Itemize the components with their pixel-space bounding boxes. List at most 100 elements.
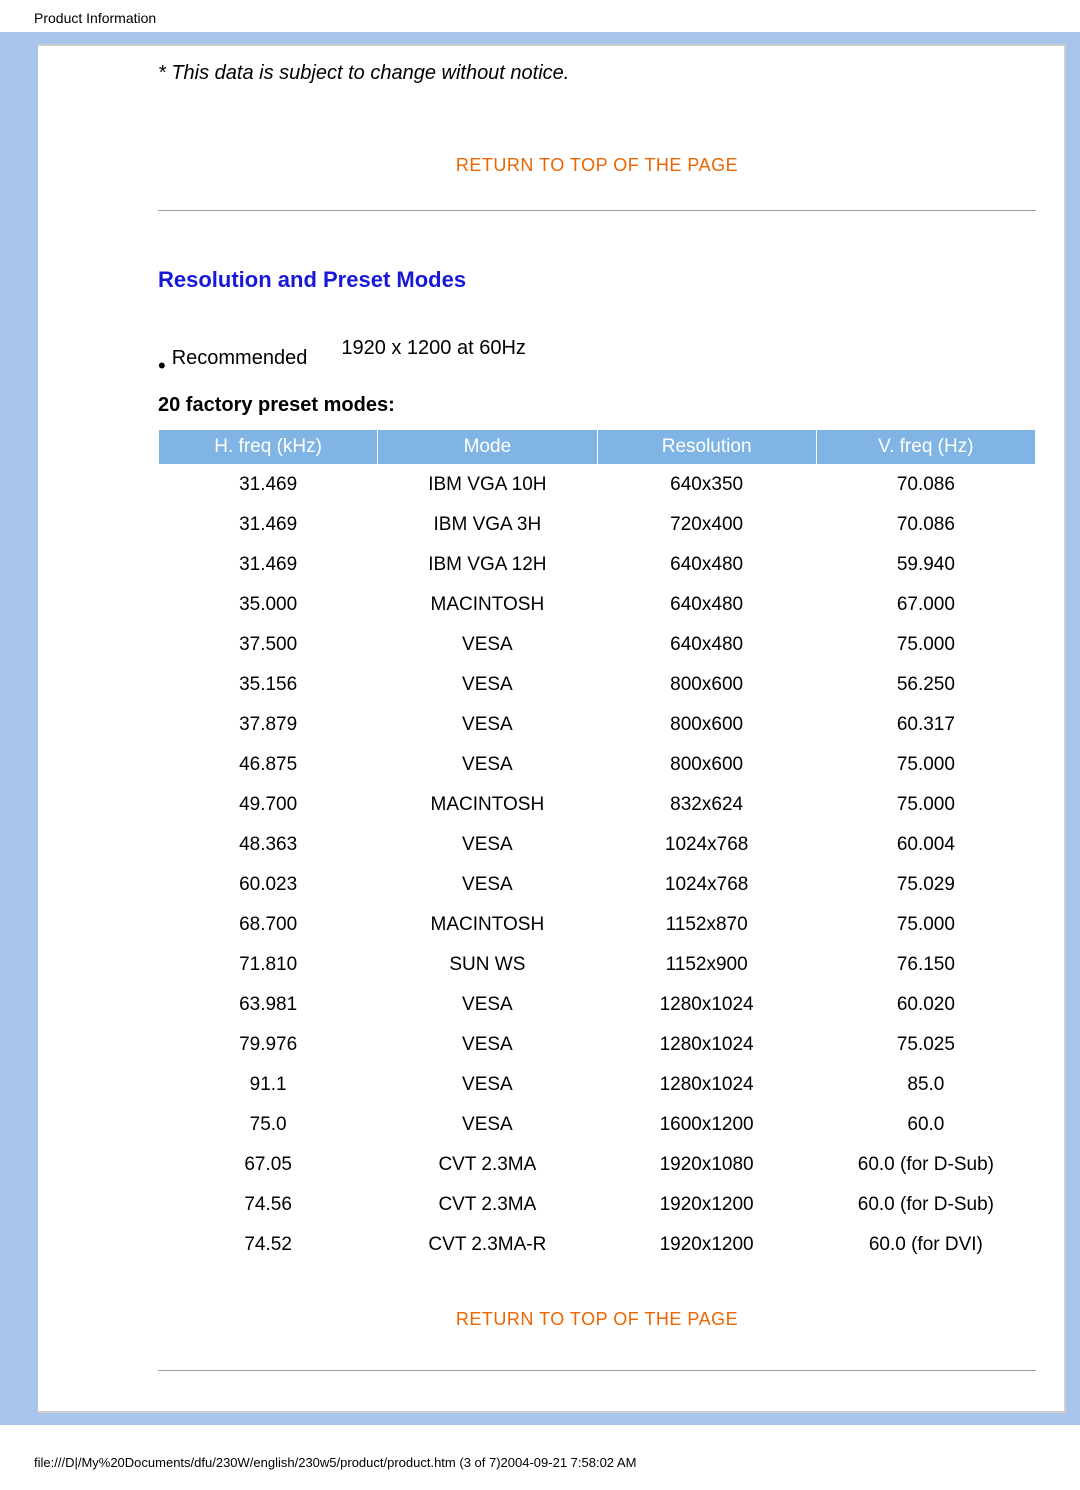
- table-cell: 75.000: [816, 625, 1035, 665]
- table-cell: 67.000: [816, 585, 1035, 625]
- table-cell: VESA: [378, 625, 597, 665]
- table-cell: 60.0 (for DVI): [816, 1225, 1035, 1265]
- table-cell: 79.976: [159, 1025, 378, 1065]
- outer-band: * This data is subject to change without…: [0, 32, 1080, 1425]
- table-row: 48.363VESA1024x76860.004: [159, 825, 1036, 865]
- table-cell: 37.500: [159, 625, 378, 665]
- table-cell: 46.875: [159, 745, 378, 785]
- table-cell: 60.0 (for D-Sub): [816, 1145, 1035, 1185]
- table-cell: 640x480: [597, 545, 816, 585]
- table-row: 60.023VESA1024x76875.029: [159, 865, 1036, 905]
- table-cell: 75.000: [816, 745, 1035, 785]
- col-hfreq: H. freq (kHz): [159, 430, 378, 465]
- table-row: 35.000MACINTOSH640x48067.000: [159, 585, 1036, 625]
- table-cell: 49.700: [159, 785, 378, 825]
- table-cell: 31.469: [159, 545, 378, 585]
- table-row: 91.1VESA1280x102485.0: [159, 1065, 1036, 1105]
- table-cell: 76.150: [816, 945, 1035, 985]
- table-row: 79.976VESA1280x102475.025: [159, 1025, 1036, 1065]
- footer-file-path: file:///D|/My%20Documents/dfu/230W/engli…: [0, 1425, 1080, 1490]
- table-cell: 720x400: [597, 505, 816, 545]
- divider-top: [158, 210, 1036, 211]
- table-cell: 800x600: [597, 745, 816, 785]
- recommended-label: Recommended: [172, 347, 308, 370]
- table-cell: 800x600: [597, 665, 816, 705]
- recommended-row: • Recommended 1920 x 1200 at 60Hz: [158, 337, 1036, 370]
- table-row: 35.156VESA800x60056.250: [159, 665, 1036, 705]
- bullet-icon: •: [158, 362, 166, 370]
- page-header-text: Product Information: [0, 0, 1080, 32]
- table-cell: VESA: [378, 705, 597, 745]
- table-cell: 1024x768: [597, 825, 816, 865]
- section-title: Resolution and Preset Modes: [158, 267, 1036, 293]
- table-cell: MACINTOSH: [378, 905, 597, 945]
- divider-bottom: [158, 1370, 1036, 1371]
- table-cell: 1280x1024: [597, 1065, 816, 1105]
- table-cell: 67.05: [159, 1145, 378, 1185]
- table-cell: 91.1: [159, 1065, 378, 1105]
- table-cell: VESA: [378, 665, 597, 705]
- table-row: 63.981VESA1280x102460.020: [159, 985, 1036, 1025]
- table-row: 37.879VESA800x60060.317: [159, 705, 1036, 745]
- table-cell: 60.020: [816, 985, 1035, 1025]
- table-cell: 1024x768: [597, 865, 816, 905]
- table-cell: 71.810: [159, 945, 378, 985]
- table-cell: 60.0 (for D-Sub): [816, 1185, 1035, 1225]
- table-cell: VESA: [378, 1025, 597, 1065]
- table-cell: 75.0: [159, 1105, 378, 1145]
- table-cell: 1920x1080: [597, 1145, 816, 1185]
- table-cell: CVT 2.3MA: [378, 1145, 597, 1185]
- table-cell: 68.700: [159, 905, 378, 945]
- table-cell: 60.004: [816, 825, 1035, 865]
- content-paper: * This data is subject to change without…: [38, 44, 1066, 1413]
- table-cell: 74.52: [159, 1225, 378, 1265]
- table-cell: 832x624: [597, 785, 816, 825]
- table-cell: 800x600: [597, 705, 816, 745]
- recommended-value: 1920 x 1200 at 60Hz: [341, 337, 526, 360]
- table-cell: 70.086: [816, 465, 1035, 506]
- table-row: 31.469IBM VGA 10H640x35070.086: [159, 465, 1036, 506]
- table-cell: MACINTOSH: [378, 585, 597, 625]
- table-cell: 31.469: [159, 505, 378, 545]
- table-cell: SUN WS: [378, 945, 597, 985]
- return-to-top-link-bottom: RETURN TO TOP OF THE PAGE: [158, 1309, 1036, 1330]
- table-cell: 37.879: [159, 705, 378, 745]
- table-cell: 35.000: [159, 585, 378, 625]
- table-cell: VESA: [378, 1065, 597, 1105]
- table-cell: 640x480: [597, 625, 816, 665]
- table-cell: 1280x1024: [597, 985, 816, 1025]
- table-header-row: H. freq (kHz) Mode Resolution V. freq (H…: [159, 430, 1036, 465]
- table-cell: 48.363: [159, 825, 378, 865]
- table-cell: VESA: [378, 985, 597, 1025]
- table-row: 68.700MACINTOSH1152x87075.000: [159, 905, 1036, 945]
- table-cell: 75.000: [816, 785, 1035, 825]
- table-row: 75.0VESA1600x120060.0: [159, 1105, 1036, 1145]
- table-row: 31.469IBM VGA 3H720x40070.086: [159, 505, 1036, 545]
- table-cell: 1600x1200: [597, 1105, 816, 1145]
- table-cell: VESA: [378, 745, 597, 785]
- table-cell: 59.940: [816, 545, 1035, 585]
- return-to-top-anchor[interactable]: RETURN TO TOP OF THE PAGE: [456, 1309, 738, 1329]
- table-cell: 75.029: [816, 865, 1035, 905]
- table-cell: 60.317: [816, 705, 1035, 745]
- table-row: 74.52CVT 2.3MA-R1920x120060.0 (for DVI): [159, 1225, 1036, 1265]
- table-cell: IBM VGA 12H: [378, 545, 597, 585]
- table-row: 31.469IBM VGA 12H640x48059.940: [159, 545, 1036, 585]
- table-cell: VESA: [378, 825, 597, 865]
- return-to-top-link-top: RETURN TO TOP OF THE PAGE: [158, 155, 1036, 176]
- table-row: 67.05CVT 2.3MA1920x108060.0 (for D-Sub): [159, 1145, 1036, 1185]
- table-cell: MACINTOSH: [378, 785, 597, 825]
- table-cell: IBM VGA 10H: [378, 465, 597, 506]
- table-row: 37.500VESA640x48075.000: [159, 625, 1036, 665]
- table-cell: 56.250: [816, 665, 1035, 705]
- notice-text: * This data is subject to change without…: [158, 62, 1036, 85]
- return-to-top-anchor[interactable]: RETURN TO TOP OF THE PAGE: [456, 155, 738, 175]
- table-cell: 63.981: [159, 985, 378, 1025]
- preset-modes-table: H. freq (kHz) Mode Resolution V. freq (H…: [158, 429, 1036, 1265]
- table-cell: 75.025: [816, 1025, 1035, 1065]
- table-row: 49.700MACINTOSH832x62475.000: [159, 785, 1036, 825]
- table-cell: VESA: [378, 865, 597, 905]
- table-row: 46.875VESA800x60075.000: [159, 745, 1036, 785]
- table-cell: 75.000: [816, 905, 1035, 945]
- table-cell: IBM VGA 3H: [378, 505, 597, 545]
